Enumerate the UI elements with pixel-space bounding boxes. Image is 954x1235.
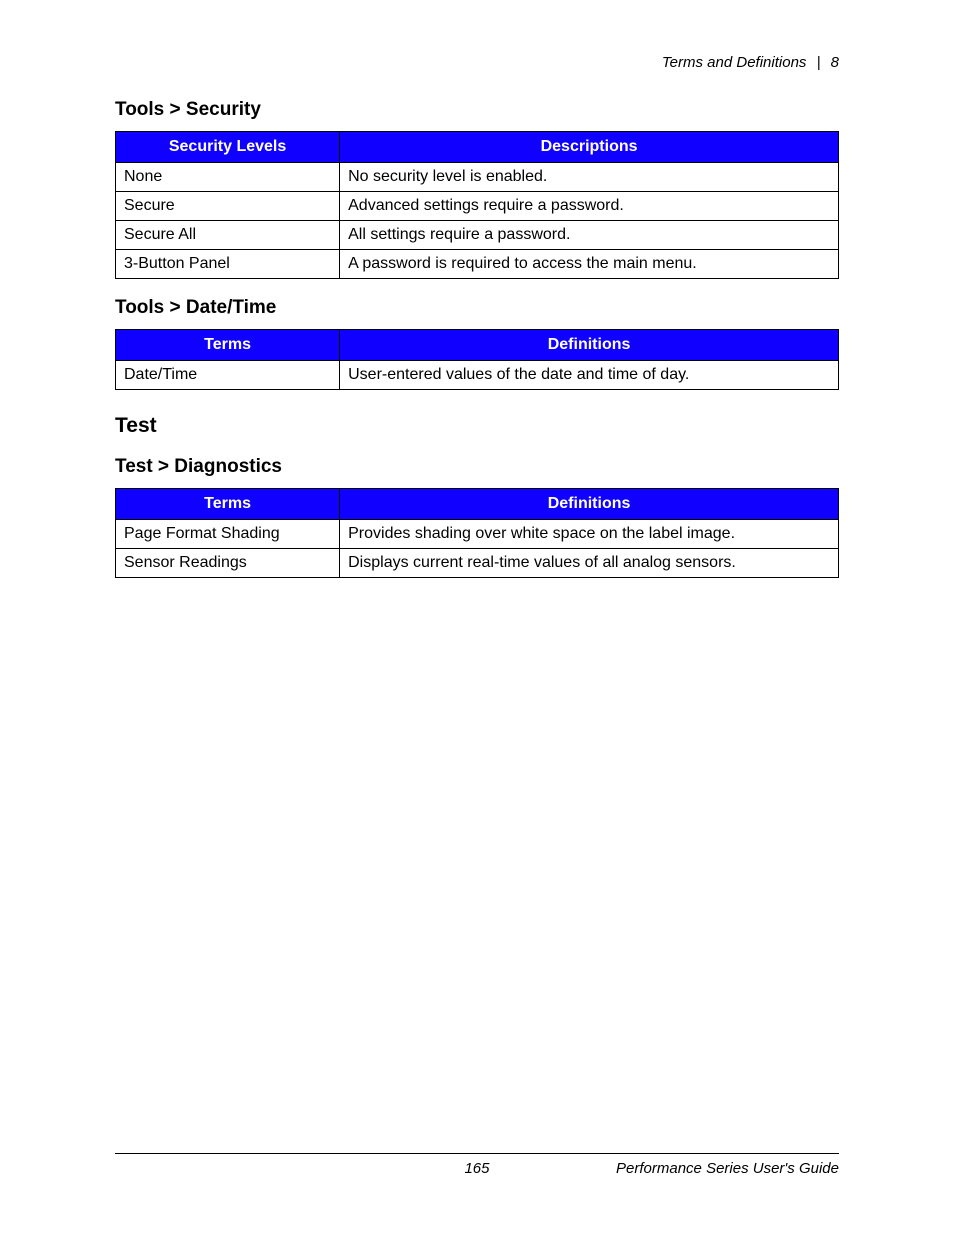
cell-definition: All settings require a password. — [340, 221, 839, 250]
footer-left — [115, 1160, 356, 1177]
table-row: Sensor Readings Displays current real-ti… — [116, 549, 839, 578]
cell-definition: Provides shading over white space on the… — [340, 520, 839, 549]
col-header: Terms — [116, 489, 340, 520]
cell-term: Secure — [116, 192, 340, 221]
heading-test: Test — [115, 414, 839, 438]
cell-term: Page Format Shading — [116, 520, 340, 549]
col-header: Descriptions — [340, 132, 839, 163]
table-row: Date/Time User-entered values of the dat… — [116, 361, 839, 390]
running-head-section: Terms and Definitions — [662, 54, 807, 71]
cell-definition: User-entered values of the date and time… — [340, 361, 839, 390]
table-row: None No security level is enabled. — [116, 163, 839, 192]
cell-definition: Advanced settings require a password. — [340, 192, 839, 221]
running-head-chapter: 8 — [831, 54, 839, 71]
cell-definition: No security level is enabled. — [340, 163, 839, 192]
table-header-row: Security Levels Descriptions — [116, 132, 839, 163]
table-row: Secure Advanced settings require a passw… — [116, 192, 839, 221]
cell-term: None — [116, 163, 340, 192]
footer-page-number: 165 — [356, 1160, 597, 1177]
heading-test-diagnostics: Test > Diagnostics — [115, 456, 839, 478]
cell-term: Sensor Readings — [116, 549, 340, 578]
table-header-row: Terms Definitions — [116, 330, 839, 361]
table-diagnostics: Terms Definitions Page Format Shading Pr… — [115, 488, 839, 578]
heading-tools-datetime: Tools > Date/Time — [115, 297, 839, 319]
col-header: Definitions — [340, 330, 839, 361]
cell-term: Date/Time — [116, 361, 340, 390]
cell-definition: Displays current real-time values of all… — [340, 549, 839, 578]
table-row: 3-Button Panel A password is required to… — [116, 250, 839, 279]
col-header: Definitions — [340, 489, 839, 520]
col-header: Terms — [116, 330, 340, 361]
col-header: Security Levels — [116, 132, 340, 163]
running-head-separator: | — [811, 54, 827, 71]
cell-definition: A password is required to access the mai… — [340, 250, 839, 279]
table-security-levels: Security Levels Descriptions None No sec… — [115, 131, 839, 279]
table-row: Secure All All settings require a passwo… — [116, 221, 839, 250]
footer-doc-title: Performance Series User's Guide — [598, 1160, 839, 1177]
page-footer: 165 Performance Series User's Guide — [115, 1153, 839, 1177]
table-datetime: Terms Definitions Date/Time User-entered… — [115, 329, 839, 390]
table-header-row: Terms Definitions — [116, 489, 839, 520]
running-head: Terms and Definitions | 8 — [115, 54, 839, 71]
cell-term: 3-Button Panel — [116, 250, 340, 279]
footer-rule — [115, 1153, 839, 1154]
heading-tools-security: Tools > Security — [115, 99, 839, 121]
cell-term: Secure All — [116, 221, 340, 250]
document-page: Terms and Definitions | 8 Tools > Securi… — [0, 0, 954, 1235]
table-row: Page Format Shading Provides shading ove… — [116, 520, 839, 549]
